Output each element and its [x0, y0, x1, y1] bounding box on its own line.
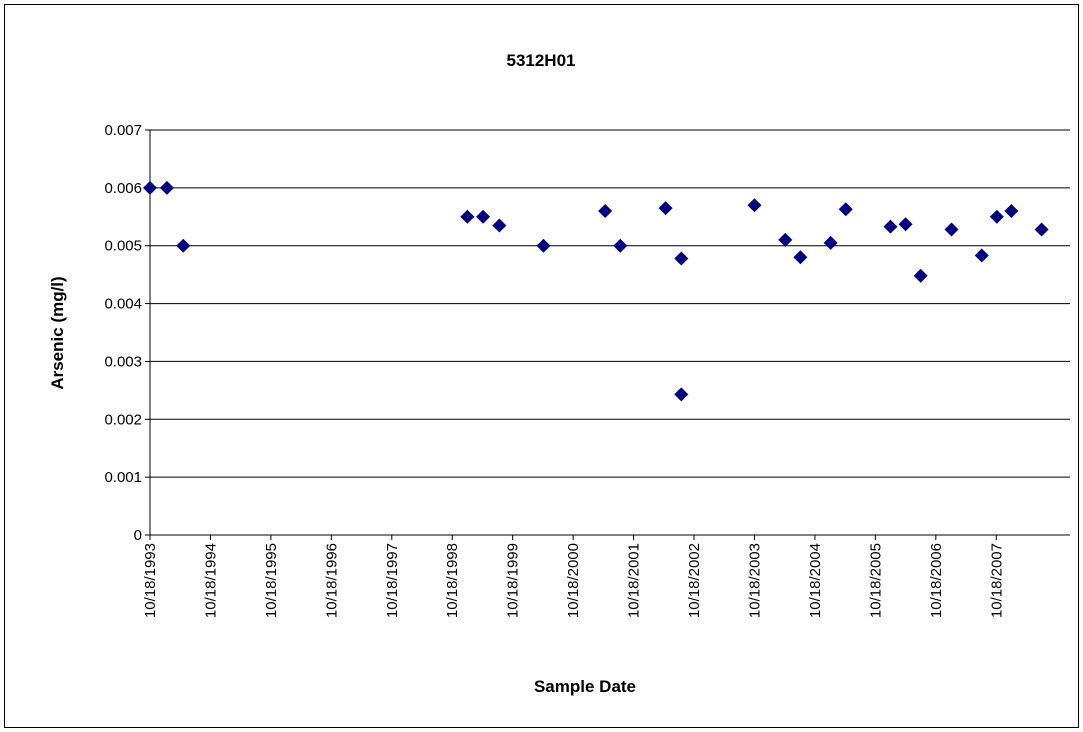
data-point: [778, 232, 793, 247]
y-tick-label: 0.003: [104, 353, 142, 370]
y-tick-label: 0.005: [104, 238, 142, 255]
x-tick-label: 10/18/2001: [626, 543, 643, 618]
data-point: [613, 238, 628, 253]
x-tick-label: 10/18/2003: [746, 543, 763, 618]
x-tick-label: 10/18/1995: [263, 543, 280, 618]
data-point: [492, 218, 507, 233]
data-point: [159, 180, 174, 195]
x-axis-label: Sample Date: [534, 677, 636, 696]
y-tick-label: 0.004: [104, 296, 142, 313]
data-point: [460, 209, 475, 224]
data-point: [883, 219, 898, 234]
data-point: [913, 268, 928, 283]
data-point: [944, 222, 959, 237]
data-point: [898, 217, 913, 232]
data-point: [974, 248, 989, 263]
x-tick-label: 10/18/1998: [444, 543, 461, 618]
data-point: [838, 202, 853, 217]
data-point: [674, 251, 689, 266]
x-tick-label: 10/18/2007: [988, 543, 1005, 618]
y-tick-label: 0.006: [104, 180, 142, 197]
data-point: [747, 198, 762, 213]
data-point: [989, 209, 1004, 224]
y-tick-label: 0.007: [104, 122, 142, 139]
chart-title: 5312H01: [506, 51, 575, 70]
y-tick-label: 0.001: [104, 469, 142, 486]
x-tick-label: 10/18/2006: [928, 543, 945, 618]
data-point: [658, 201, 673, 216]
x-tick-label: 10/18/1994: [202, 543, 219, 618]
y-tick-label: 0.002: [104, 411, 142, 428]
x-tick-label: 10/18/1999: [505, 543, 522, 618]
x-tick-label: 10/18/2005: [867, 543, 884, 618]
data-point: [143, 180, 157, 195]
y-tick-label: 0: [134, 527, 142, 544]
data-point: [793, 250, 808, 265]
data-point: [674, 387, 689, 402]
x-tick-label: 10/18/2000: [565, 543, 582, 618]
data-point: [476, 209, 491, 224]
data-point: [176, 238, 191, 253]
chart-frame: [4, 4, 1079, 728]
x-tick-label: 10/18/1996: [323, 543, 340, 618]
data-point: [536, 238, 551, 253]
data-point: [1034, 222, 1049, 237]
data-point: [823, 235, 838, 250]
x-tick-label: 10/18/2002: [686, 543, 703, 618]
y-axis-label: Arsenic (mg/l): [48, 276, 67, 389]
x-tick-label: 10/18/1997: [384, 543, 401, 618]
data-point: [1004, 204, 1019, 218]
x-tick-label: 10/18/2004: [807, 543, 824, 618]
x-tick-label: 10/18/1993: [142, 543, 159, 618]
data-point: [598, 204, 613, 218]
